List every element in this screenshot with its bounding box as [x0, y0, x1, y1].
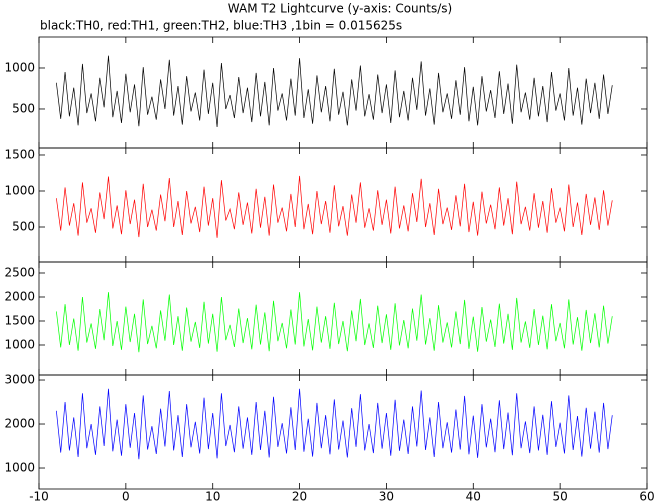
x-tick-label: -10	[29, 490, 49, 504]
x-tick-label: 20	[292, 490, 307, 504]
y-tick-label: 1000	[4, 461, 35, 475]
y-tick-label: 2500	[4, 265, 35, 279]
lightcurve	[56, 388, 613, 460]
y-tick-label: 2000	[4, 417, 35, 431]
panel-frame	[38, 147, 648, 263]
x-tick-label: 0	[122, 490, 130, 504]
lightcurve	[56, 55, 613, 128]
x-tick-label: 50	[553, 490, 568, 504]
x-tick-label: 10	[205, 490, 220, 504]
x-tick-label: 40	[466, 490, 481, 504]
lightcurve	[56, 292, 613, 353]
lightcurve	[56, 175, 613, 238]
y-tick-label: 1000	[4, 183, 35, 197]
chart-title: WAM T2 Lightcurve (y-axis: Counts/s)	[228, 2, 452, 16]
chart-subtitle: black:TH0, red:TH1, green:TH2, blue:TH3 …	[40, 19, 402, 33]
y-tick-label: 500	[12, 101, 35, 115]
y-tick-label: 1500	[4, 147, 35, 161]
y-tick-label: 1000	[4, 60, 35, 74]
panel-frame	[38, 261, 648, 376]
y-tick-label: 1500	[4, 313, 35, 327]
y-tick-label: 3000	[4, 373, 35, 387]
panel-frame	[38, 374, 648, 490]
x-tick-label: 30	[379, 490, 394, 504]
y-tick-label: 1000	[4, 337, 35, 351]
y-tick-label: 2000	[4, 289, 35, 303]
y-tick-label: 500	[12, 220, 35, 234]
x-tick-label: 60	[639, 490, 654, 504]
